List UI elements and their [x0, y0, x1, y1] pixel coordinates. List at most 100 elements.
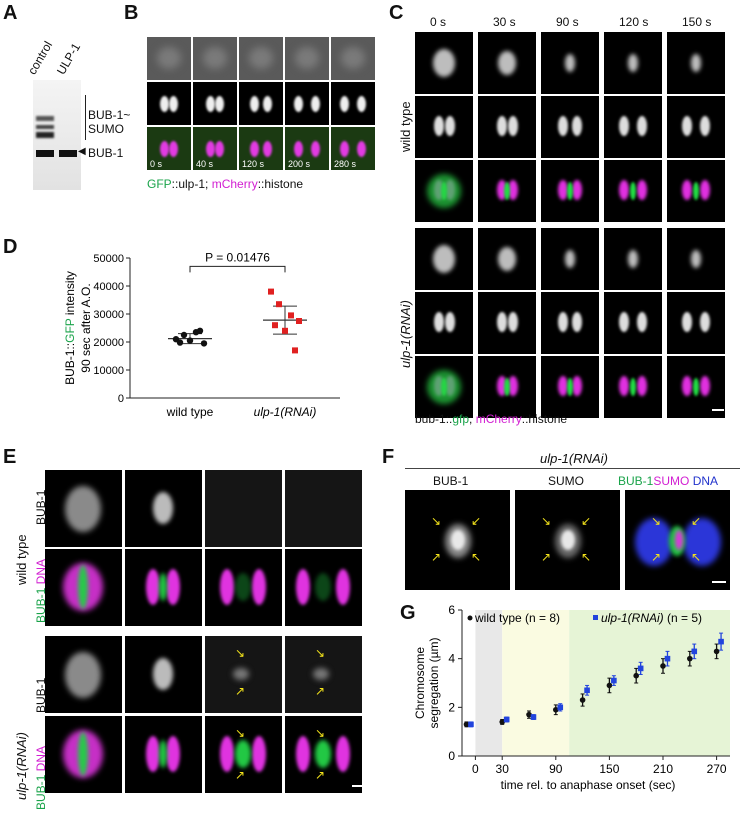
- arrowhead-icon: ◀: [78, 146, 86, 157]
- chromosome-signal: [220, 736, 234, 772]
- chromosome-signal: [558, 376, 568, 396]
- panel-c-cell-r4-c1: [478, 292, 536, 354]
- chromosome-signal: [340, 96, 349, 112]
- panel-c-cell-r3-c2: [541, 228, 599, 290]
- chromosome-signal: [160, 96, 169, 112]
- data-point-wildtype: [186, 337, 194, 344]
- panel-c-cell-r5-c2: [541, 356, 599, 418]
- data-point-rnai: [288, 312, 294, 319]
- legend-label-wildtype: wild type (n = 8): [474, 611, 560, 625]
- chromosome-signal: [496, 376, 507, 396]
- data-point-wildtype: [553, 706, 559, 713]
- panel-f-title: ulp-1(RNAi): [540, 451, 608, 466]
- chromosome-signal: [637, 376, 647, 396]
- shaded-region: [502, 610, 570, 756]
- panel-e-cell-r3-c3: ↘ ↗: [285, 716, 362, 793]
- panel-e-cell-r2-c0: [45, 636, 122, 713]
- yellow-arrow-icon: ↗: [315, 768, 326, 782]
- data-point-wildtype: [713, 648, 720, 655]
- chromosome-signal: [682, 116, 692, 136]
- panel-f-rule: [405, 468, 740, 469]
- chromosome-signal: [65, 652, 101, 698]
- chromosome-signal: [565, 250, 575, 268]
- chromosome-signal: [637, 312, 647, 332]
- chromosome-signal: [682, 312, 692, 332]
- chromosome-signal: [263, 141, 272, 157]
- chromosome-signal: [315, 740, 331, 768]
- panel-e-row-bub1-rnai: BUB-1: [34, 677, 48, 713]
- chromosome-signal: [206, 141, 215, 157]
- chromosome-signal: [572, 376, 582, 396]
- lane-label-ulp1: ULP-1: [54, 40, 84, 77]
- panel-c-cell-r5-c0: [415, 356, 473, 418]
- panel-f-col-bub1: BUB-1: [433, 474, 469, 488]
- y-tick-label: 4: [448, 652, 455, 666]
- chromosome-signal: [169, 96, 178, 112]
- data-point-wildtype: [633, 672, 639, 679]
- time-label-c: 150 s: [682, 15, 712, 29]
- panel-c-cell-r1-c0: [415, 96, 473, 158]
- chromosome-signal: [496, 116, 507, 136]
- chromosome-signal: [78, 732, 88, 776]
- time-label-c: 90 s: [556, 15, 579, 29]
- chromosome-signal: [700, 116, 710, 136]
- panel-c-cell-r2-c0: [415, 160, 473, 222]
- chromosome-signal: [235, 573, 251, 601]
- chromosome-signal: [146, 736, 160, 772]
- chromosome-signal: [572, 116, 582, 136]
- panel-c-cell-r2-c1: [478, 160, 536, 222]
- ylabel-part: intensity: [63, 271, 77, 318]
- chromosome-signal: [700, 376, 710, 396]
- panel-e-group-wildtype: wild type: [14, 534, 29, 585]
- data-point-rnai: [468, 721, 474, 728]
- chromosome-signal: [250, 141, 259, 157]
- chromosome-signal: [700, 180, 710, 200]
- panel-c-cell-r1-c1: [478, 96, 536, 158]
- panel-c-cell-r5-c4: [667, 356, 725, 418]
- chromosome-signal: [203, 47, 227, 69]
- yellow-arrow-icon: ↘: [235, 646, 246, 660]
- data-point-rnai: [268, 288, 274, 295]
- yellow-arrow-icon: ↙: [691, 514, 702, 528]
- data-point-rnai: [503, 716, 510, 723]
- chromosome-signal: [294, 96, 303, 112]
- chromosome-signal: [693, 378, 699, 396]
- yellow-arrow-icon: ↗: [431, 550, 442, 564]
- chromosome-signal: [166, 736, 180, 772]
- chromosome-signal: [341, 47, 365, 69]
- chromosome-signal: [451, 530, 465, 550]
- data-point-rnai: [530, 714, 537, 720]
- panel-b-cell-r0-c4: [331, 37, 375, 80]
- chromosome-signal: [169, 141, 178, 157]
- panel-e-cell-r1-c2: [205, 549, 282, 626]
- chromosome-signal: [295, 47, 319, 69]
- caption-bub1: bub-1::: [415, 412, 453, 426]
- legend-rnai-rest: (n = 5): [664, 611, 702, 625]
- data-point-rnai: [282, 327, 288, 334]
- lane-label-control: control: [25, 38, 56, 77]
- panel-c-cell-r4-c0: [415, 292, 473, 354]
- chromosome-signal: [159, 740, 167, 768]
- panel-f-col-merge: BUB-1SUMO DNA: [618, 474, 718, 488]
- scale-bar-f: [712, 581, 726, 583]
- panel-f-col-sumo: SUMO: [548, 474, 584, 488]
- panel-c-cell-r5-c1: [478, 356, 536, 418]
- chromosome-signal: [235, 740, 251, 768]
- yellow-arrow-icon: ↘: [431, 514, 442, 528]
- panel-c-group-rnai: ulp-1(RNAi): [398, 300, 413, 368]
- chromosome-signal: [507, 312, 518, 332]
- data-point-rnai: [276, 301, 282, 308]
- chromosome-signal: [496, 180, 507, 200]
- chromosome-signal: [504, 182, 510, 200]
- panel-e-cell-r0-c1: [125, 470, 202, 547]
- shaded-region: [569, 610, 730, 756]
- y-tick-label: 50000: [93, 253, 124, 265]
- merge-dna-f: DNA: [692, 474, 719, 488]
- chromosome-signal: [249, 47, 273, 69]
- chromosome-signal: [233, 668, 249, 680]
- panel-label-e: E: [3, 446, 17, 468]
- chromosome-signal: [507, 180, 518, 200]
- panel-c-cell-r3-c4: [667, 228, 725, 290]
- chromosome-signal: [340, 141, 349, 157]
- merge-label-dna: DNA: [34, 558, 48, 585]
